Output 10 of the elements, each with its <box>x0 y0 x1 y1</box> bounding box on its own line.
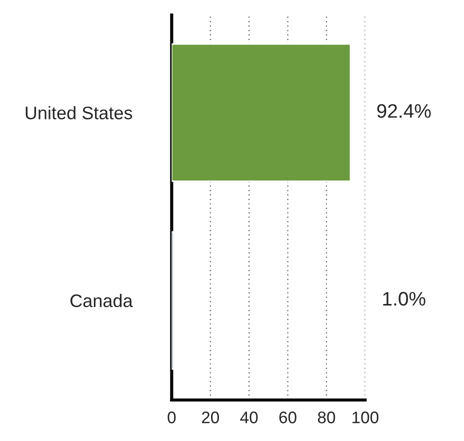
data-label: 92.4% <box>377 104 431 118</box>
x-tick-label: 0 <box>168 412 176 424</box>
x-tick-label: 80 <box>318 412 336 424</box>
x-tick-label: 20 <box>202 412 219 424</box>
x-tick-label: 40 <box>240 412 258 424</box>
x-tick-label: 100 <box>352 412 378 424</box>
x-tick-label: 60 <box>279 412 296 424</box>
data-label: 1.0% <box>383 292 426 306</box>
y-tick-label: United States <box>26 106 132 120</box>
y-tick-label: Canada <box>70 294 133 308</box>
